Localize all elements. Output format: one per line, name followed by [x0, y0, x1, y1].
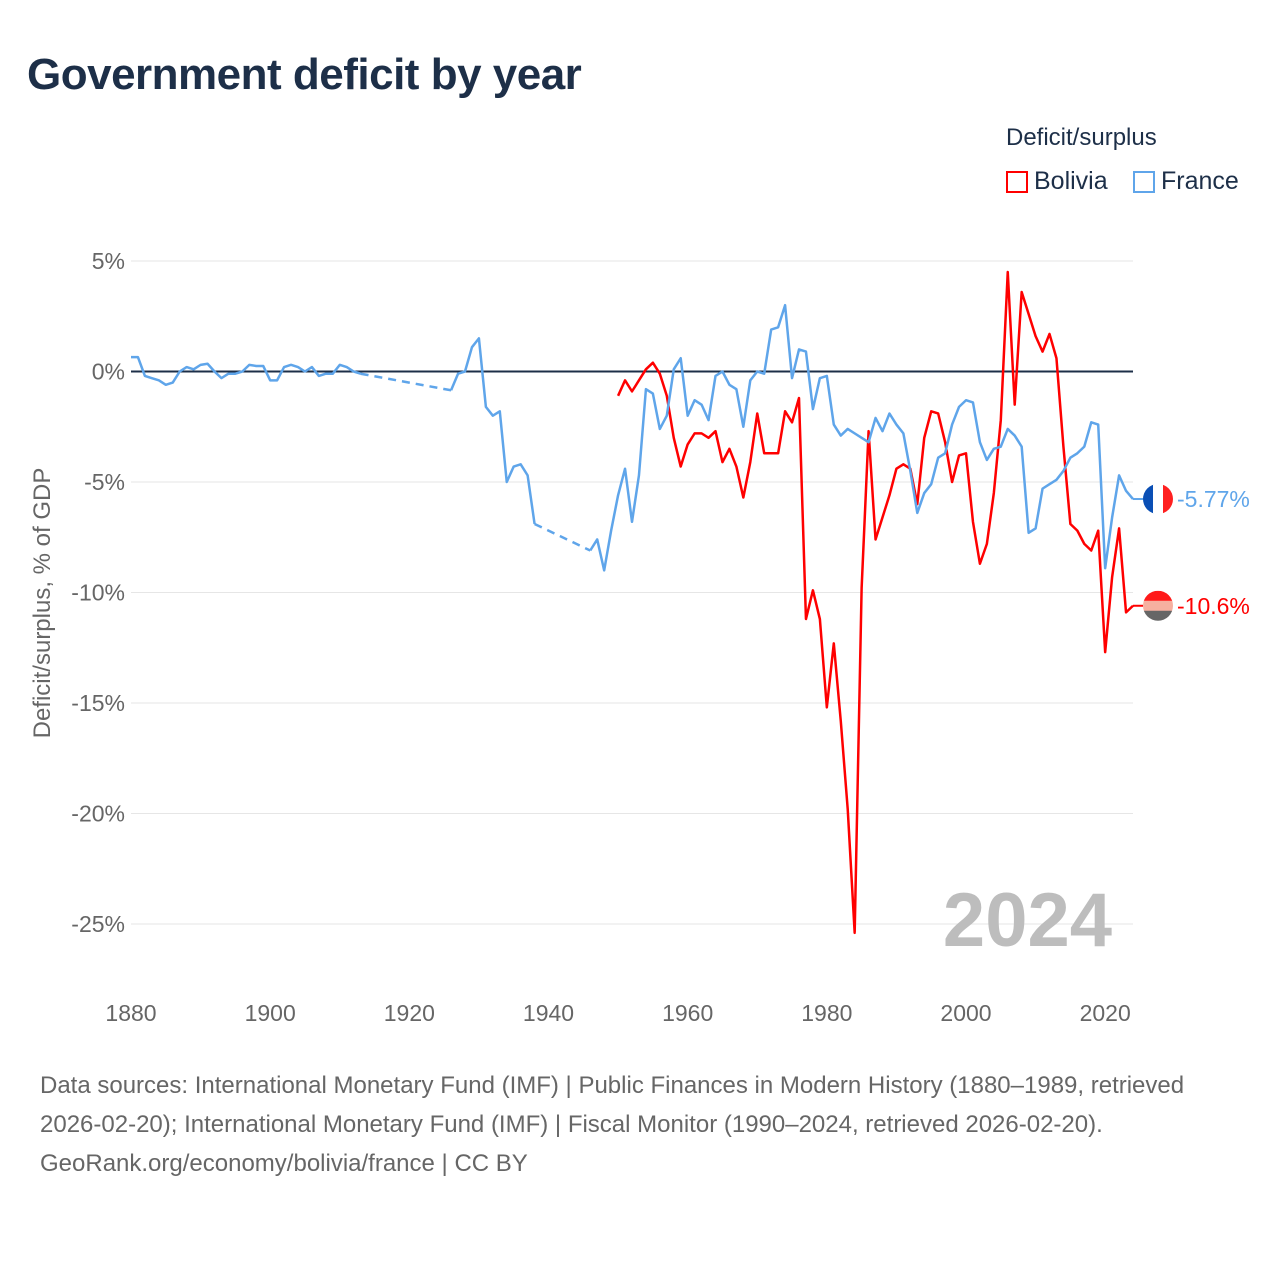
y-axis-label: Deficit/surplus, % of GDP [29, 468, 56, 739]
x-tick-label: 1880 [105, 1000, 156, 1026]
y-tick-label: -25% [71, 911, 125, 937]
legend-label-france: France [1161, 167, 1239, 195]
end-value-label-bolivia: -10.6% [1177, 593, 1250, 619]
legend-title: Deficit/surplus [1006, 124, 1157, 151]
data-sources: Data sources: International Monetary Fun… [40, 1072, 1185, 1138]
x-tick-label: 1940 [523, 1000, 574, 1026]
footer: Data sources: International Monetary Fun… [40, 1066, 1240, 1183]
series-lines [131, 270, 1134, 935]
x-axis-ticks: 1880 1900 1920 1940 1960 1980 2000 2020 [105, 1000, 1130, 1026]
x-tick-label: 2020 [1080, 1000, 1131, 1026]
legend-swatch-bolivia [1006, 170, 1028, 193]
x-tick-label: 1920 [384, 1000, 435, 1026]
x-tick-label: 1960 [662, 1000, 713, 1026]
y-tick-label: -10% [71, 580, 125, 606]
x-tick-label: 2000 [940, 1000, 991, 1026]
legend-label-bolivia: Bolivia [1034, 167, 1108, 195]
flag-icon-bolivia [1143, 590, 1173, 621]
x-tick-label: 1980 [801, 1000, 852, 1026]
x-tick-label: 1900 [245, 1000, 296, 1026]
y-tick-label: 0% [92, 359, 125, 385]
gridlines [131, 260, 1133, 925]
legend-item-bolivia[interactable]: Bolivia [1006, 167, 1108, 196]
source-link[interactable]: GeoRank.org/economy/bolivia/france | CC … [40, 1150, 528, 1177]
end-value-label-france: -5.77% [1177, 486, 1250, 512]
legend-swatch-france [1133, 170, 1155, 193]
y-tick-label: -5% [84, 469, 125, 495]
year-watermark: 2024 [943, 878, 1112, 963]
y-tick-label: -20% [71, 801, 125, 827]
series-line-bolivia [616, 270, 1134, 935]
series-gap-france [360, 372, 452, 392]
flag-icon-france [1143, 484, 1173, 515]
series-line-france [131, 355, 362, 387]
y-tick-label: -15% [71, 690, 125, 716]
y-axis-ticks: 5% 0% -5% -10% -15% -20% -25% [71, 248, 125, 937]
legend-item-france[interactable]: France [1133, 167, 1239, 196]
series-line-france [589, 303, 1134, 572]
series-gap-france [534, 522, 591, 552]
end-labels: -10.6% -5.77% [1133, 484, 1250, 621]
chart-title: Government deficit by year [27, 50, 582, 99]
y-tick-label: 5% [92, 248, 125, 274]
series-line-france [449, 337, 536, 525]
